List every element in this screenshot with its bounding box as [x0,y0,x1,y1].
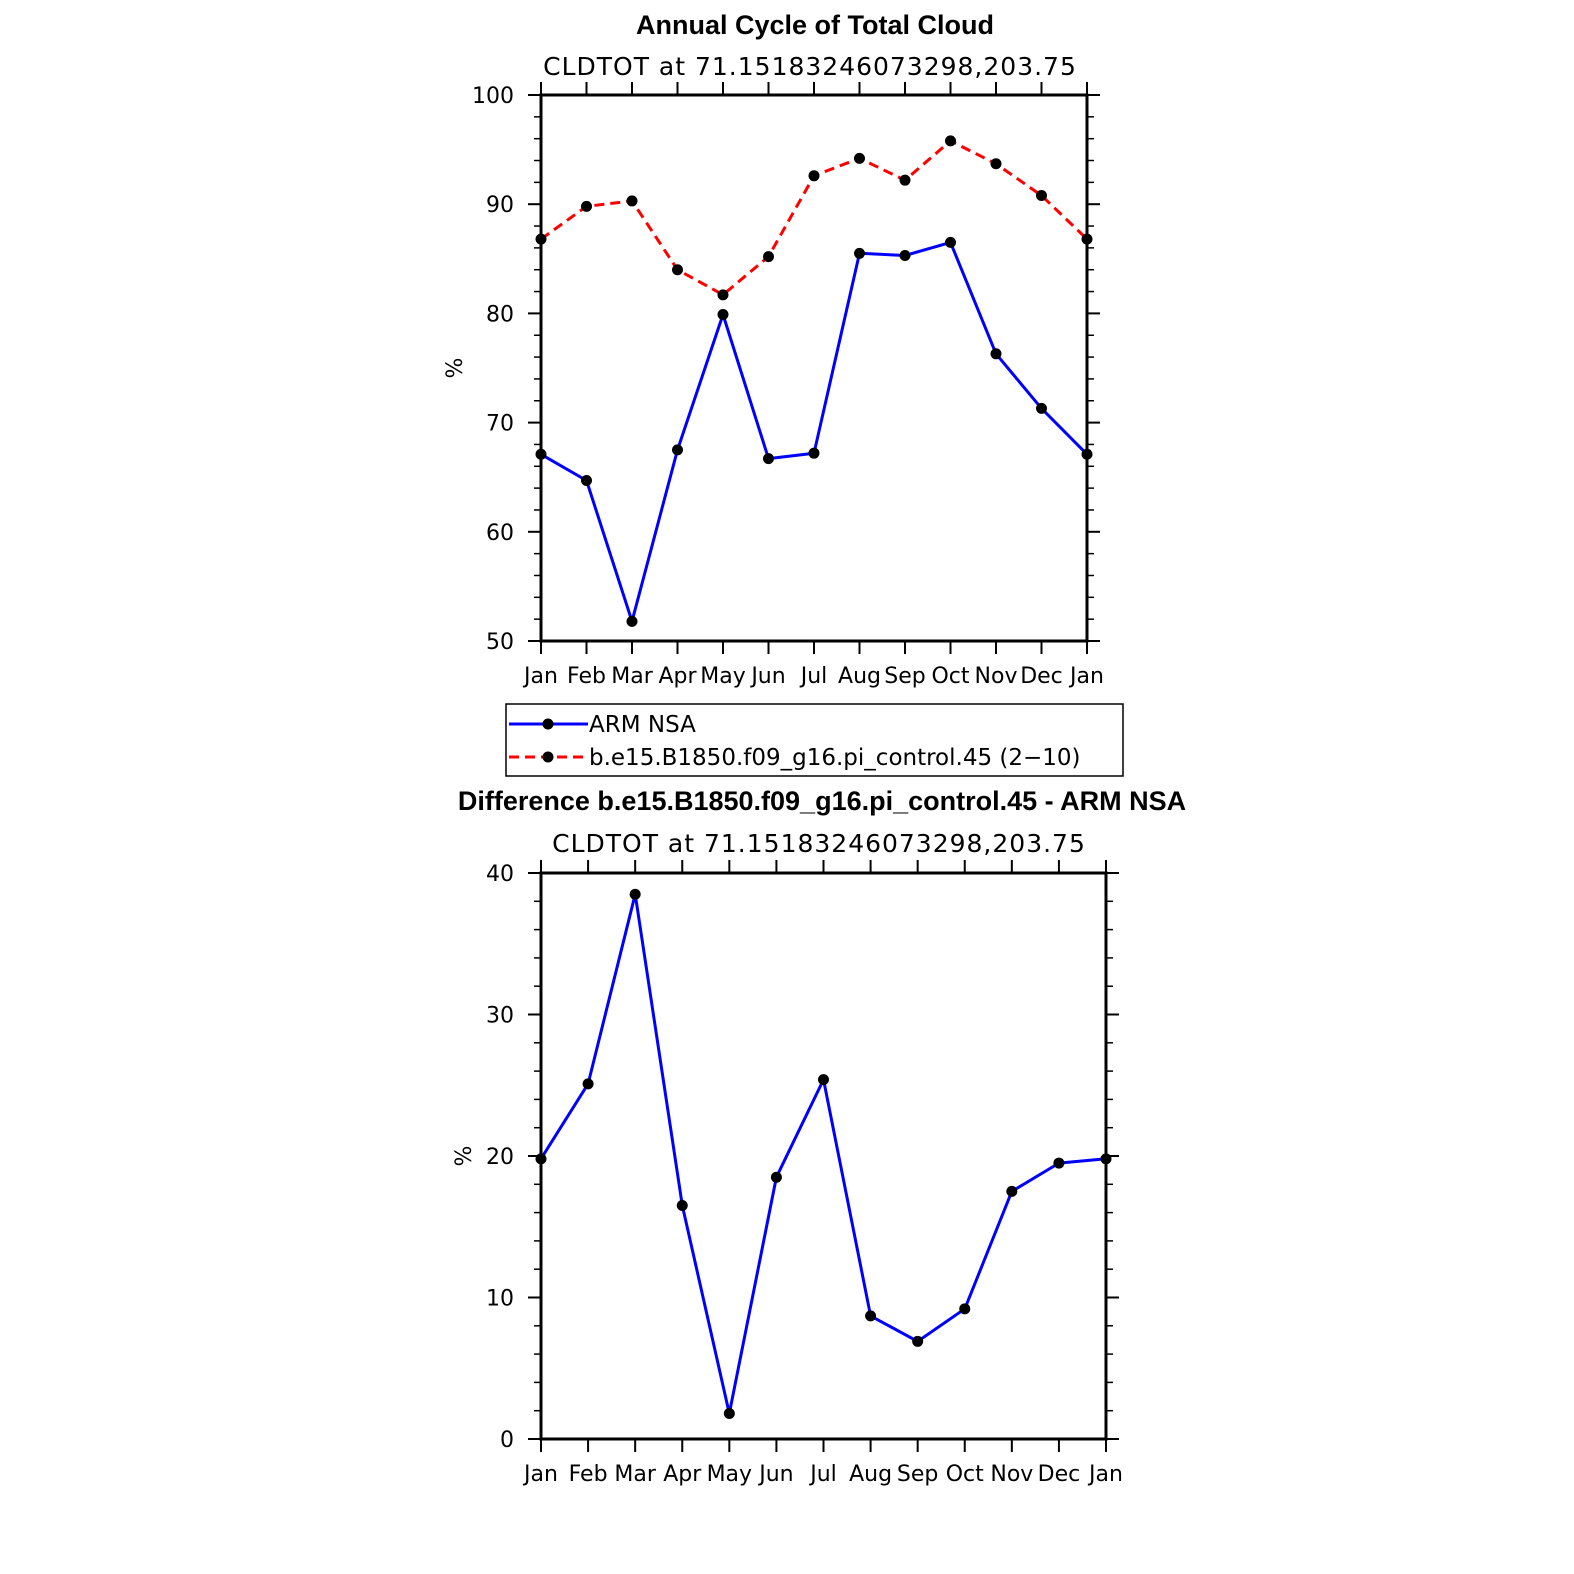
x-tick-label: Jan [1068,664,1104,689]
y-tick-label: 70 [486,412,514,437]
x-tick-label: May [707,1462,752,1487]
data-point [583,1078,594,1089]
y-tick-label: 100 [472,84,514,109]
plot-frame [541,873,1106,1439]
data-point [900,175,911,186]
x-tick-label: Aug [849,1462,892,1487]
x-tick-label: Jan [522,664,558,689]
x-tick-label: Oct [931,664,969,689]
x-tick-label: Jul [808,1462,837,1487]
x-tick-label: Mar [611,664,653,689]
data-point [991,348,1002,359]
x-tick-label: Jan [522,1462,558,1487]
series-lines [541,894,1106,1413]
data-point [724,1408,735,1419]
data-point [1036,403,1047,414]
data-point [581,475,592,486]
x-tick-label: Nov [990,1462,1033,1487]
x-tick-label: Jul [799,664,828,689]
y-tick-label: 90 [486,193,514,218]
data-point [945,237,956,248]
annual-cycle-panel: Annual Cycle of Total Cloud CLDTOT at 71… [443,10,1104,689]
data-point [809,170,820,181]
data-point [865,1310,876,1321]
x-tick-label: Oct [946,1462,984,1487]
x-tick-label: Sep [897,1462,938,1487]
data-point [771,1172,782,1183]
data-point [991,158,1002,169]
legend: ARM NSA b.e15.B1850.f09_g16.pi_control.4… [506,704,1123,776]
y-tick-label: 0 [500,1428,514,1453]
data-point [627,616,638,627]
y-tick-label: 10 [486,1287,514,1312]
legend-marker-model [543,752,554,763]
series-points [536,889,1112,1419]
x-tick-label: Jun [749,664,785,689]
data-point [1053,1158,1064,1169]
x-tick-label: Dec [1020,664,1063,689]
series-line-0 [541,242,1087,621]
x-tick-label: May [700,664,745,689]
series-line-0 [541,894,1106,1413]
data-point [672,444,683,455]
data-point [900,250,911,261]
x-tick-label: Aug [838,664,881,689]
data-point [1006,1186,1017,1197]
chart-title: Annual Cycle of Total Cloud [636,10,994,40]
y-axis-label: % [443,358,468,379]
data-point [627,195,638,206]
y-axis-label: % [452,1146,477,1167]
x-tick-label: Feb [569,1462,608,1487]
x-tick-label: Jan [1087,1462,1123,1487]
y-tick-label: 80 [486,302,514,327]
data-point [854,153,865,164]
data-point [677,1200,688,1211]
data-point [581,201,592,212]
y-tick-label: 30 [486,1004,514,1029]
x-tick-label: Nov [975,664,1018,689]
legend-marker-arm-nsa [543,719,554,730]
y-tick-label: 40 [486,862,514,887]
data-point [763,453,774,464]
data-point [809,448,820,459]
series-points [536,135,1093,626]
series-line-1 [541,141,1087,295]
x-tick-label: Mar [614,1462,656,1487]
series-lines [541,141,1087,621]
legend-label-model: b.e15.B1850.f09_g16.pi_control.45 (2−10) [589,745,1081,771]
y-tick-label: 60 [486,521,514,546]
data-point [1036,190,1047,201]
difference-panel: Difference b.e15.B1850.f09_g16.pi_contro… [452,786,1186,1487]
data-point [763,251,774,262]
data-point [630,889,641,900]
data-point [959,1303,970,1314]
y-tick-label: 20 [486,1145,514,1170]
legend-label-arm-nsa: ARM NSA [589,712,696,738]
data-point [912,1336,923,1347]
chart-title: Difference b.e15.B1850.f09_g16.pi_contro… [458,786,1186,816]
data-point [854,248,865,259]
chart-subtitle: CLDTOT at 71.15183246073298,203.75 [543,52,1077,81]
data-point [672,264,683,275]
data-point [945,135,956,146]
x-tick-label: Sep [884,664,925,689]
x-tick-label: Dec [1038,1462,1081,1487]
data-point [718,309,729,320]
data-point [718,289,729,300]
x-tick-label: Feb [567,664,606,689]
data-point [818,1074,829,1085]
x-tick-label: Apr [663,1462,702,1487]
axis-ticks: Jan Feb Mar Apr May Jun Jul Aug Sep Oct Nov Dec Jan0… [486,860,1123,1487]
y-tick-label: 50 [486,630,514,655]
x-tick-label: Apr [658,664,697,689]
x-tick-label: Jun [757,1462,793,1487]
chart-subtitle: CLDTOT at 71.15183246073298,203.75 [552,829,1086,858]
